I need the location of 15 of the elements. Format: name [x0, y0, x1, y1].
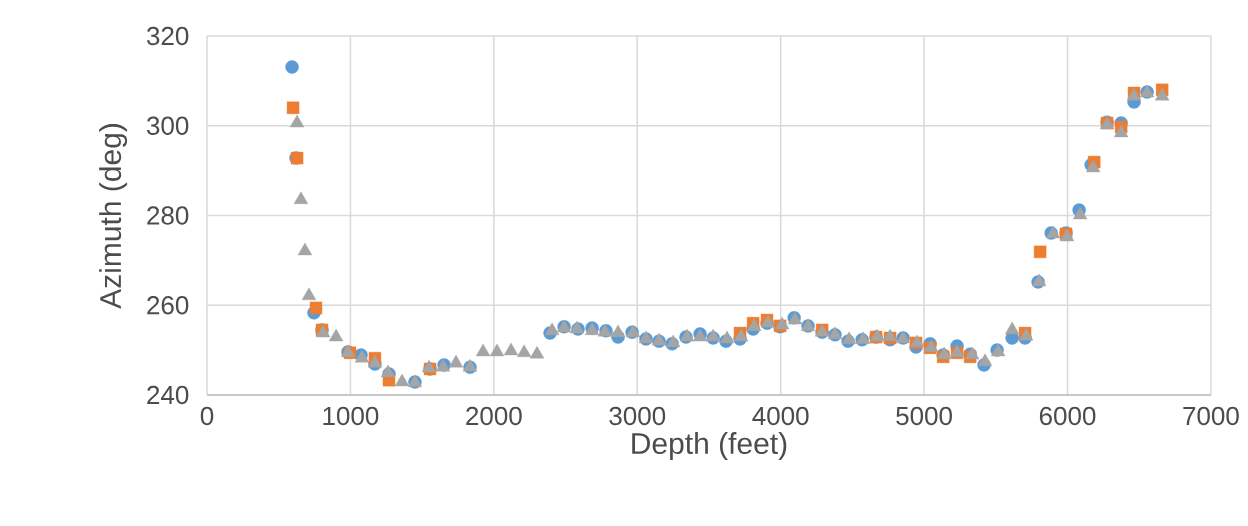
y-tick-label: 280 [147, 206, 189, 225]
x-tick-label: 0 [200, 406, 214, 426]
x-tick-label: 7000 [1183, 406, 1239, 426]
y-tick-label: 320 [146, 26, 189, 46]
y-tick-label: 240 [147, 385, 189, 405]
x-tick-label: 2000 [466, 406, 522, 426]
y-tick-label: 300 [146, 116, 189, 135]
x-axis-title: Depth (feet) [632, 432, 787, 461]
x-tick-label: 4000 [752, 406, 809, 426]
x-tick-label: 5000 [896, 406, 952, 426]
x-tick-label: 1000 [323, 406, 379, 426]
x-tick-label: 3000 [609, 406, 666, 426]
y-tick-label: 260 [147, 296, 189, 315]
y-axis-title: Azimuth (deg) [99, 124, 128, 309]
x-tick-label: 6000 [1039, 406, 1096, 426]
